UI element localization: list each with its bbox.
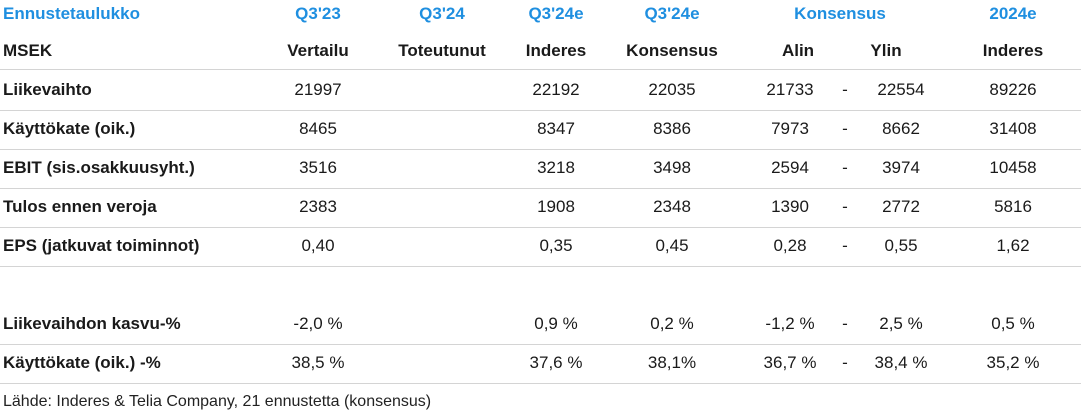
cell-ylin: 0,55 [884,236,918,255]
subheader-alin: Alin [781,41,815,60]
table-row: Liikevaihto 21997 22192 22035 21733 - 22554 892… [0,71,1081,111]
cell-konsensus: 0,45 [655,236,689,255]
cell-2024e: 10458 [989,158,1037,177]
subheader-inderes-2024: Inderes [982,41,1044,60]
cell-2024e: 35,2 % [986,353,1040,372]
table-row: Liikevaihdon kasvu-% -2,0 % 0,9 % 0,2 % -1,2… [0,305,1081,345]
cell-inderes: 0,35 [539,236,573,255]
subheader-toteutunut: Toteutunut [398,41,486,60]
cell-q324 [392,71,492,109]
cell-q324 [392,149,492,187]
col-header-konsensus: Konsensus [794,4,886,23]
col-header-2024e: 2024e [989,4,1037,23]
row-label: Tulos ennen veroja [3,197,157,216]
cell-q324 [392,188,492,226]
cell-inderes: 37,6 % [529,353,583,372]
cell-2024e: 0,5 % [991,314,1035,333]
row-label: EPS (jatkuvat toiminnot) [3,236,200,255]
cell-q323: 8465 [299,119,337,138]
table-row: Käyttökate (oik.) 8465 8347 8386 7973 - 8662 31… [0,110,1081,150]
cell-range-dash: - [842,236,848,255]
row-label: EBIT (sis.osakkuusyht.) [3,158,195,177]
cell-range-dash: - [842,80,848,99]
source-note: Lähde: Inderes & Telia Company, 21 ennus… [3,393,432,410]
table-row: EBIT (sis.osakkuusyht.) 3516 3218 3498 2594 -… [0,149,1081,189]
table-title: Ennustetaulukko [3,4,140,23]
col-header-q324e-inderes: Q3'24e [528,4,584,23]
cell-range-dash: - [842,314,848,333]
row-label: Liikevaihdon kasvu-% [3,314,181,333]
cell-q323: 3516 [299,158,337,177]
cell-inderes: 1908 [537,197,575,216]
cell-q323: -2,0 % [293,314,343,333]
cell-konsensus: 22035 [648,80,696,99]
table-row: Käyttökate (oik.) -% 38,5 % 37,6 % 38,1% 36,… [0,344,1081,384]
subheader-ylin: Ylin [870,41,902,60]
cell-range-dash: - [842,119,848,138]
row-label: Käyttökate (oik.) -% [3,353,161,372]
cell-range-dash: - [842,197,848,216]
cell-konsensus: 3498 [653,158,691,177]
cell-ylin: 2772 [882,197,920,216]
row-label: Liikevaihto [3,80,92,99]
cell-inderes: 0,9 % [534,314,578,333]
cell-q323: 2383 [299,197,337,216]
cell-q323: 0,40 [301,236,335,255]
cell-ylin: 22554 [877,80,925,99]
cell-q324 [392,110,492,148]
cell-q324 [392,305,492,343]
cell-alin: -1,2 % [765,314,815,333]
cell-konsensus: 0,2 % [650,314,694,333]
cell-range-dash: - [842,353,848,372]
unit-label: MSEK [3,41,53,60]
cell-q324 [392,227,492,265]
subheader-inderes: Inderes [525,41,587,60]
cell-alin: 36,7 % [763,353,817,372]
cell-konsensus: 8386 [653,119,691,138]
cell-inderes: 22192 [532,80,580,99]
cell-ylin: 2,5 % [879,314,923,333]
cell-alin: 2594 [771,158,809,177]
col-header-q324: Q3'24 [419,4,465,23]
cell-q324 [392,344,492,382]
col-header-q324e-konsensus: Q3'24e [644,4,700,23]
col-header-q323: Q3'23 [295,4,341,23]
cell-range-dash: - [842,158,848,177]
table-row: Tulos ennen veroja 2383 1908 2348 1390 - 2772 5… [0,188,1081,228]
cell-inderes: 3218 [537,158,575,177]
subheader-konsensus: Konsensus [626,41,718,60]
cell-ylin: 8662 [882,119,920,138]
cell-q323: 21997 [294,80,342,99]
cell-ylin: 38,4 % [874,353,928,372]
cell-ylin: 3974 [882,158,920,177]
cell-konsensus: 38,1% [647,353,697,372]
cell-alin: 0,28 [773,236,807,255]
cell-2024e: 31408 [989,119,1037,138]
cell-alin: 21733 [766,80,814,99]
cell-2024e: 89226 [989,80,1037,99]
cell-q323: 38,5 % [291,353,345,372]
cell-2024e: 1,62 [996,236,1030,255]
cell-2024e: 5816 [994,197,1032,216]
table-row: EPS (jatkuvat toiminnot) 0,40 0,35 0,45 0,28… [0,227,1081,267]
row-label: Käyttökate (oik.) [3,119,136,138]
cell-alin: 1390 [771,197,809,216]
header-divider [0,69,1081,70]
cell-alin: 7973 [771,119,809,138]
subheader-vertailu: Vertailu [287,41,349,60]
cell-inderes: 8347 [537,119,575,138]
cell-konsensus: 2348 [653,197,691,216]
